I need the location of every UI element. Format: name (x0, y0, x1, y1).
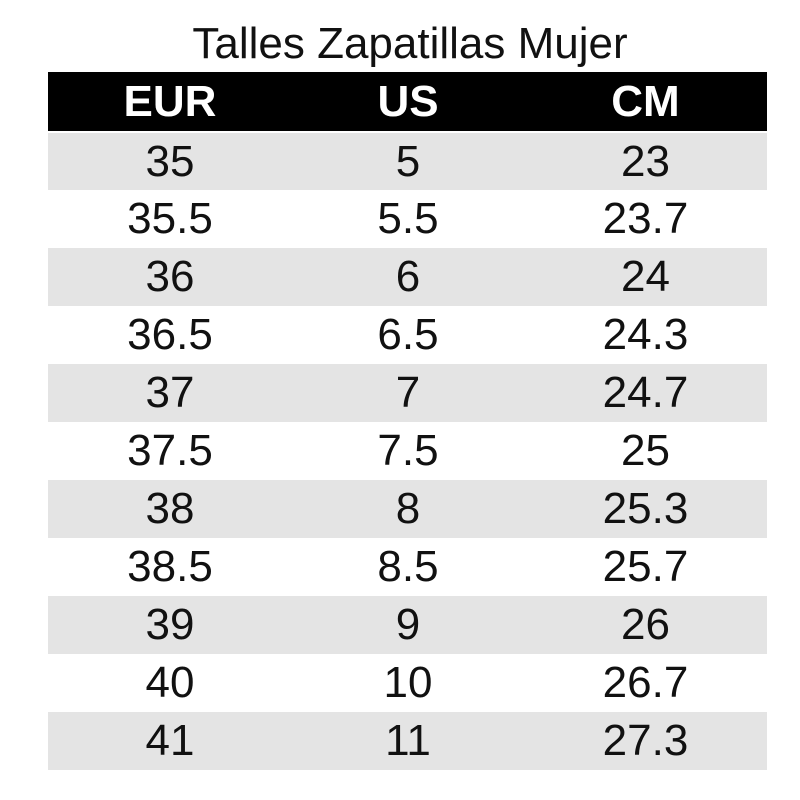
table-row: 37 7 24.7 (48, 364, 767, 422)
cell-us: 8.5 (377, 542, 439, 591)
table-row: 39 9 26 (48, 596, 767, 654)
cell-us: 9 (395, 600, 421, 649)
table-header: EUR US CM (48, 72, 767, 131)
table-row: 40 10 26.7 (48, 654, 767, 712)
table-row: 36.5 6.5 24.3 (48, 306, 767, 364)
table-row: 35 5 23 (48, 133, 767, 190)
cell-eur: 37.5 (127, 426, 213, 475)
table-row: 37.5 7.5 25 (48, 422, 767, 480)
cell-eur: 35 (145, 136, 195, 186)
header-cm: CM (611, 76, 680, 126)
header-us: US (377, 76, 439, 126)
cell-cm: 26 (621, 600, 670, 649)
cell-us: 6 (395, 252, 421, 301)
size-table: EUR US CM 35 5 23 35.5 5.5 23.7 36 6 24 36.5 6.5 24… (48, 72, 767, 770)
table-row: 35.5 5.5 23.7 (48, 190, 767, 248)
cell-eur: 36.5 (127, 310, 213, 359)
cell-cm: 25 (621, 426, 670, 475)
table-row: 38 8 25.3 (48, 480, 767, 538)
cell-eur: 40 (145, 658, 195, 707)
cell-cm: 23 (621, 136, 670, 186)
cell-us: 6.5 (377, 310, 439, 359)
cell-eur: 38.5 (127, 542, 213, 591)
cell-cm: 25.7 (602, 542, 689, 591)
cell-eur: 36 (145, 252, 195, 301)
cell-cm: 26.7 (602, 658, 689, 707)
cell-cm: 23.7 (602, 194, 689, 243)
cell-cm: 27.3 (602, 716, 689, 765)
table-row: 41 11 27.3 (48, 712, 767, 770)
cell-us: 10 (383, 658, 433, 707)
cell-us: 5 (395, 136, 421, 186)
cell-cm: 24.3 (602, 310, 689, 359)
cell-eur: 39 (145, 600, 195, 649)
cell-us: 11 (385, 716, 431, 765)
cell-eur: 37 (145, 368, 195, 417)
cell-cm: 25.3 (602, 484, 689, 533)
cell-cm: 24.7 (602, 368, 689, 417)
header-eur: EUR (123, 76, 217, 126)
table-row: 38.5 8.5 25.7 (48, 538, 767, 596)
cell-us: 8 (395, 484, 421, 533)
cell-us: 5.5 (377, 194, 439, 243)
cell-us: 7.5 (377, 426, 439, 475)
cell-eur: 38 (145, 484, 195, 533)
page-title: Talles Zapatillas Mujer (192, 19, 628, 68)
cell-eur: 41 (145, 716, 195, 765)
cell-cm: 24 (621, 252, 670, 301)
cell-eur: 35.5 (127, 194, 213, 243)
table-row: 36 6 24 (48, 248, 767, 306)
cell-us: 7 (395, 368, 421, 417)
